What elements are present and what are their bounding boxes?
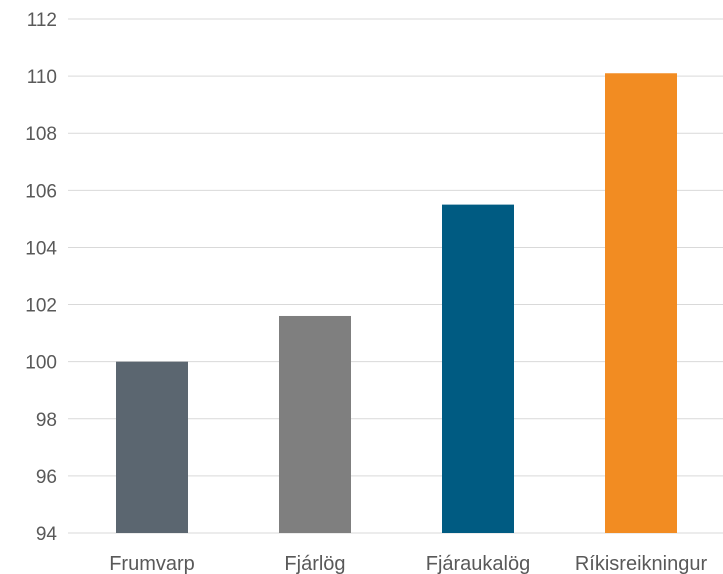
y-tick-label: 94 [36, 524, 58, 545]
x-axis-categories: Frumvarp Fjárlög Fjáraukalög Ríkisreikningu… [109, 553, 707, 574]
bar-fjárlög [279, 315, 351, 533]
y-tick-label: 104 [25, 238, 57, 259]
bar-fjáraukalög [442, 204, 514, 533]
y-tick-label: 100 [25, 353, 57, 374]
y-tick-label: 96 [36, 467, 57, 488]
y-tick-label: 106 [25, 181, 57, 202]
bar-ríkisreikningur [605, 73, 677, 533]
x-category-label: Ríkisreikningur [575, 553, 708, 574]
x-category-label: Frumvarp [109, 553, 195, 574]
y-tick-label: 112 [27, 10, 57, 31]
y-tick-label: 102 [25, 296, 57, 317]
y-axis-ticks: 94 96 98 100 102 104 106 108 110 112 [25, 10, 57, 545]
y-tick-label: 110 [27, 67, 57, 88]
bar-layer [116, 73, 677, 533]
x-category-label: Fjárlög [284, 553, 345, 574]
y-tick-label: 98 [36, 410, 57, 431]
y-tick-label: 108 [25, 124, 57, 145]
x-category-label: Fjáraukalög [426, 553, 531, 574]
bar-frumvarp [116, 361, 188, 533]
